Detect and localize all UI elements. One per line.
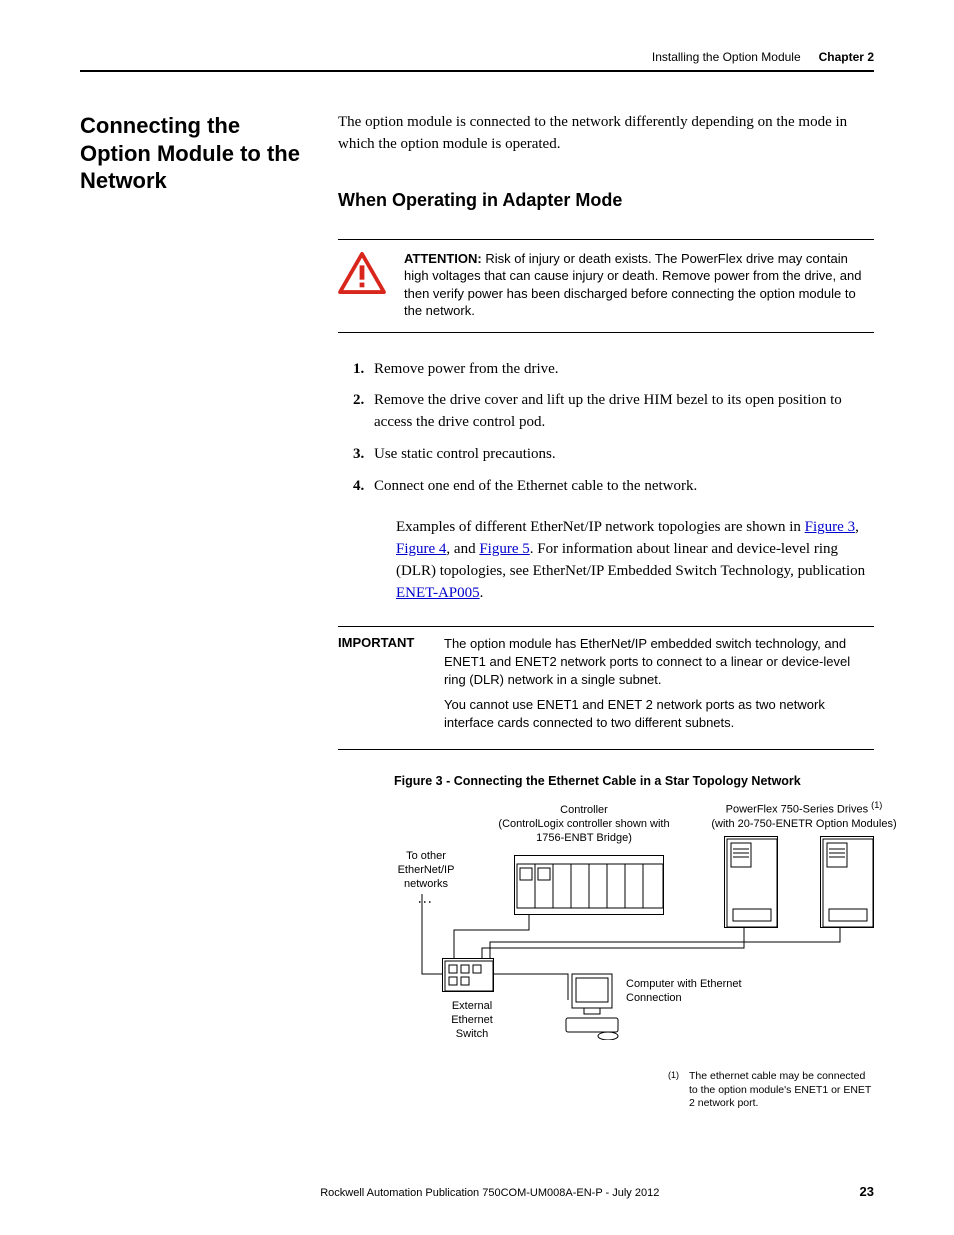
important-text: The option module has EtherNet/IP embedd… — [444, 635, 874, 739]
steps-list: Remove power from the drive. Remove the … — [368, 359, 874, 498]
link-enet-ap005[interactable]: ENET-AP005 — [396, 585, 480, 601]
footnote-text: The ethernet cable may be connected to t… — [689, 1070, 874, 1111]
important-callout: IMPORTANT The option module has EtherNet… — [338, 626, 874, 750]
step-2: Remove the drive cover and lift up the d… — [368, 390, 874, 434]
link-figure-3[interactable]: Figure 3 — [805, 519, 855, 535]
network-lines — [394, 800, 904, 1060]
important-p1: The option module has EtherNet/IP embedd… — [444, 635, 874, 688]
step-3: Use static control precautions. — [368, 444, 874, 466]
header-rule — [80, 70, 874, 72]
link-figure-4[interactable]: Figure 4 — [396, 541, 446, 557]
footer-page-number: 23 — [860, 1184, 874, 1199]
attention-text: ATTENTION: Risk of injury or death exist… — [404, 250, 874, 320]
footer-publication: Rockwell Automation Publication 750COM-U… — [120, 1187, 860, 1199]
step-4: Connect one end of the Ethernet cable to… — [368, 476, 874, 498]
intro-paragraph: The option module is connected to the ne… — [338, 112, 874, 156]
attention-callout: ATTENTION: Risk of injury or death exist… — [338, 239, 874, 333]
important-p2: You cannot use ENET1 and ENET 2 network … — [444, 696, 874, 731]
page-footer: Rockwell Automation Publication 750COM-U… — [80, 1184, 874, 1199]
figure-3-caption: Figure 3 - Connecting the Ethernet Cable… — [394, 774, 874, 788]
section-title: Connecting the Option Module to the Netw… — [80, 112, 310, 195]
figure-3-diagram: To other EtherNet/IP networks Controller… — [394, 800, 874, 1070]
running-header: Installing the Option Module Chapter 2 — [80, 50, 874, 64]
header-section: Installing the Option Module — [652, 50, 801, 64]
attention-icon — [338, 250, 386, 299]
attention-label: ATTENTION: — [404, 251, 482, 266]
important-label: IMPORTANT — [338, 635, 424, 739]
topology-paragraph: Examples of different EtherNet/IP networ… — [396, 517, 874, 604]
subheading-adapter-mode: When Operating in Adapter Mode — [338, 190, 874, 211]
step-1: Remove power from the drive. — [368, 359, 874, 381]
link-figure-5[interactable]: Figure 5 — [479, 541, 529, 557]
figure-footnote: (1) The ethernet cable may be connected … — [668, 1070, 874, 1111]
footnote-marker: (1) — [668, 1070, 679, 1111]
header-chapter: Chapter 2 — [819, 50, 874, 64]
